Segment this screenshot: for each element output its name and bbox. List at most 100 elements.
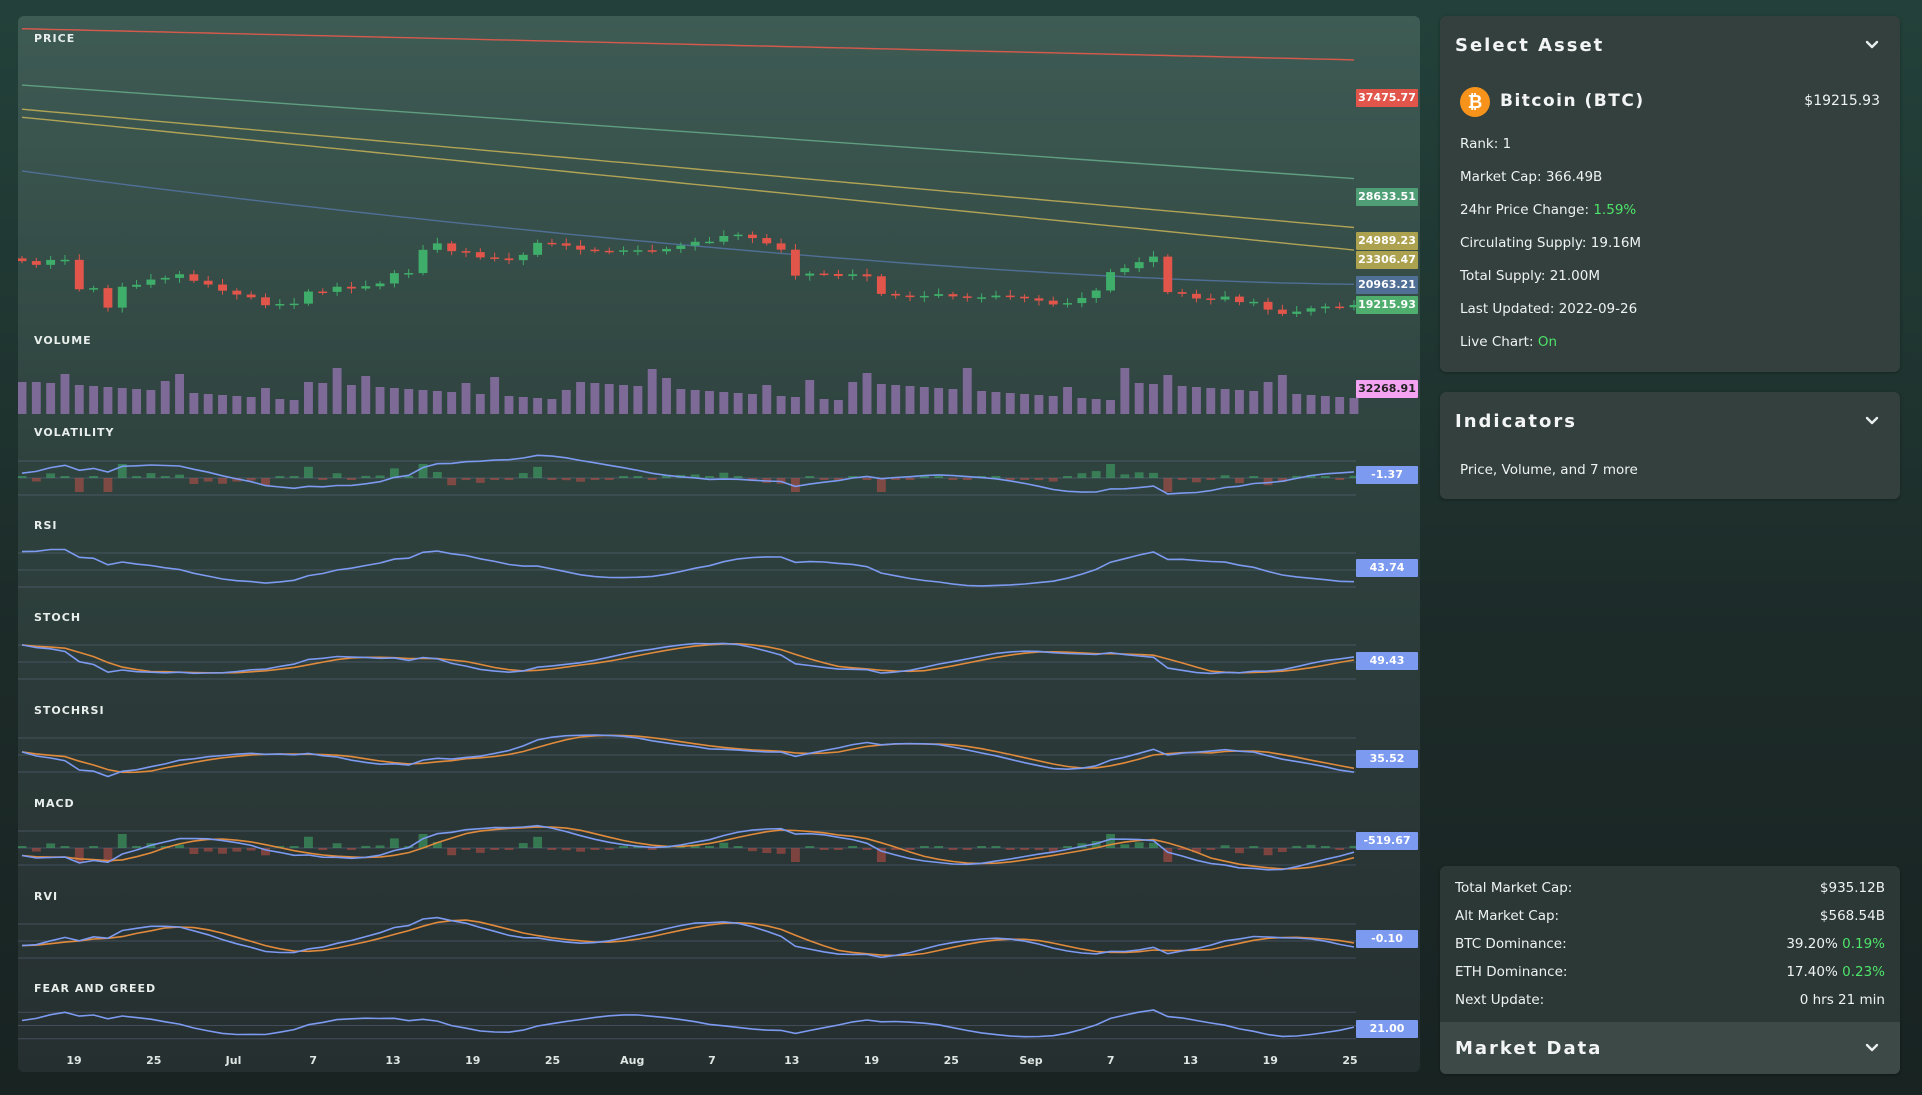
histogram-bar <box>1120 844 1130 848</box>
volume-bar <box>1263 382 1273 414</box>
macd-signal-line <box>21 826 1355 870</box>
histogram-bar <box>790 848 800 862</box>
histogram-bar <box>18 476 27 478</box>
volume-bar <box>762 385 772 414</box>
volume-bar <box>475 394 485 414</box>
volume-bar <box>447 392 457 414</box>
candle-body <box>919 295 929 298</box>
candle-body <box>461 251 471 253</box>
stoch-line <box>21 642 1355 675</box>
stochrsi-line <box>21 734 1355 778</box>
rvi-badge: -0.10 <box>1356 930 1418 948</box>
stat-value: 17.40% <box>1786 964 1838 980</box>
select-asset-header[interactable]: Select Asset <box>1440 16 1900 74</box>
x-tick-label: 25 <box>1342 1054 1358 1067</box>
live-chart-toggle[interactable]: On <box>1537 334 1557 350</box>
histogram-bar <box>891 478 901 480</box>
histogram-bar <box>776 848 786 854</box>
chart-canvas[interactable] <box>18 16 1420 1072</box>
candle-body <box>203 280 213 285</box>
histogram-bar <box>1034 848 1044 851</box>
histogram-bar <box>690 844 700 848</box>
volatility-badge: -1.37 <box>1356 466 1418 484</box>
volume-bar <box>690 390 700 414</box>
candle-body <box>647 250 657 252</box>
volume-bar <box>404 389 414 414</box>
volume-bar <box>1163 375 1173 414</box>
candle-body <box>1163 256 1173 293</box>
volume-bar <box>1091 399 1101 414</box>
histogram-bar <box>218 478 227 484</box>
ma-line-yellow-2 <box>21 116 1355 251</box>
candle-body <box>1034 298 1044 301</box>
candle-body <box>1134 262 1144 269</box>
chevron-down-icon[interactable] <box>1864 413 1880 429</box>
stat-row-eth-dominance: ETH Dominance: 17.40% 0.23% <box>1455 964 1885 980</box>
candle-body <box>1091 290 1101 298</box>
rank-label: Rank: <box>1460 136 1499 152</box>
pane-label-rvi: RVI <box>34 890 59 903</box>
asset-row[interactable]: ₿ Bitcoin (BTC) $19215.93 <box>1460 86 1880 118</box>
histogram-bar <box>1134 472 1144 478</box>
indicators-header[interactable]: Indicators <box>1440 392 1900 450</box>
candle-body <box>289 303 299 306</box>
chevron-down-icon[interactable] <box>1864 1040 1880 1056</box>
histogram-bar <box>89 476 99 478</box>
market-data-title: Market Data <box>1455 1037 1603 1059</box>
pane-label-stochrsi: STOCHRSI <box>34 704 105 717</box>
volume-bar <box>375 387 385 414</box>
histogram-bar <box>733 846 743 848</box>
histogram-bar <box>146 473 156 478</box>
candle-body <box>31 261 41 265</box>
stat-label: Alt Market Cap: <box>1455 908 1560 924</box>
histogram-bar <box>418 464 428 478</box>
candle-body <box>733 234 743 237</box>
x-tick-label: 25 <box>544 1054 561 1067</box>
candle-body <box>690 241 700 246</box>
candle-body <box>160 277 170 280</box>
ma-line-yellow-1 <box>21 108 1355 229</box>
histogram-bar <box>1048 478 1058 482</box>
chart-panel[interactable]: PRICE VOLUME VOLATILITY RSI STOCH STOCHR… <box>18 16 1420 1072</box>
histogram-bar <box>862 478 872 480</box>
candle-body <box>977 297 987 299</box>
volume-bar <box>275 399 285 414</box>
histogram-bar <box>1349 475 1359 478</box>
candle-body <box>748 234 757 239</box>
x-tick-label: 7 <box>708 1054 716 1067</box>
x-tick-label: 19 <box>1262 1054 1278 1067</box>
histogram-bar <box>218 848 227 854</box>
histogram-bar <box>905 848 915 850</box>
volume-bar <box>31 382 41 414</box>
candle-body <box>346 286 356 289</box>
circulating-supply-line: Circulating Supply: 19.16M <box>1460 235 1641 251</box>
volume-bar <box>862 373 872 414</box>
histogram-bar <box>848 476 858 478</box>
candle-body <box>1005 295 1015 298</box>
select-asset-card: Select Asset ₿ Bitcoin (BTC) $19215.93 R… <box>1440 16 1900 372</box>
volume-bar <box>819 399 829 414</box>
volume-bar <box>318 383 328 414</box>
volume-bar <box>619 385 628 414</box>
volume-bar <box>117 388 127 414</box>
volume-bar <box>833 400 843 414</box>
histogram-bar <box>647 848 657 850</box>
fng-badge: 21.00 <box>1356 1020 1418 1038</box>
candle-body <box>1292 311 1302 314</box>
market-cap-value: 366.49B <box>1545 169 1603 185</box>
candle-body <box>1120 268 1130 273</box>
chevron-down-icon[interactable] <box>1864 37 1880 53</box>
candle-body <box>1206 298 1216 300</box>
candle-body <box>246 294 256 298</box>
market-data-header[interactable]: Market Data <box>1440 1022 1900 1074</box>
x-tick-label: 13 <box>1182 1054 1199 1067</box>
histogram-bar <box>876 848 886 862</box>
histogram-bar <box>389 838 399 848</box>
candle-body <box>146 279 156 285</box>
candle-body <box>533 242 543 255</box>
histogram-bar <box>389 468 399 478</box>
volume-bar <box>1277 375 1287 414</box>
histogram-bar <box>475 848 485 853</box>
stat-row-next-update: Next Update: 0 hrs 21 min <box>1455 992 1885 1008</box>
stat-value-group: 17.40% 0.23% <box>1786 964 1885 980</box>
